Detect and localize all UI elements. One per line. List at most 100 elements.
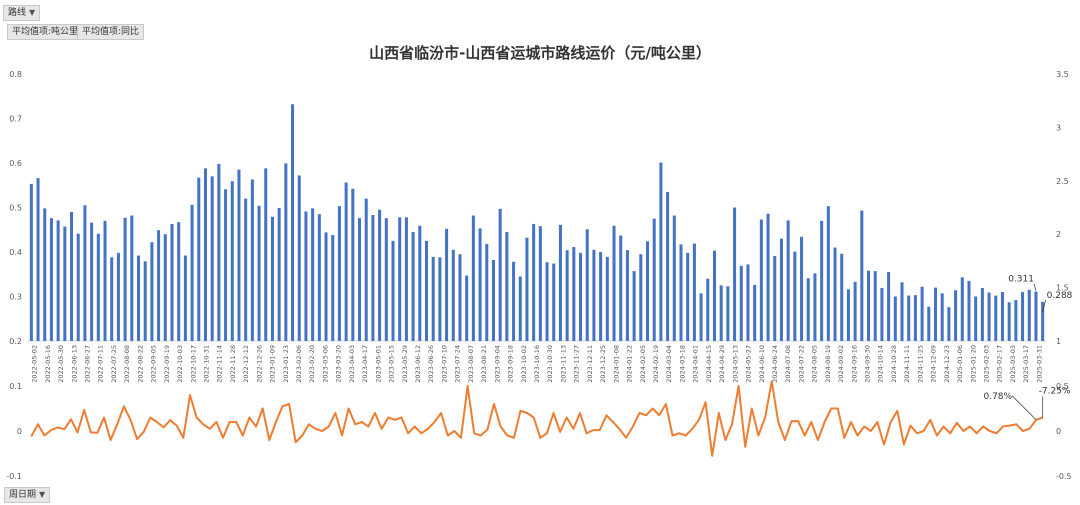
x-axis-tick-label: 2024-01-08 [612,345,620,383]
x-axis-tick-label: 2023-12-11 [586,345,594,383]
price-bar [759,219,763,341]
price-bar [36,178,40,341]
yoy-data-label-leader [1011,395,1037,420]
price-bar [244,198,248,341]
price-bar [190,204,194,341]
week-date-filter-chip[interactable]: 周日期 ▼ [4,487,51,503]
price-bar [1014,300,1018,341]
price-bar [900,282,904,341]
x-axis-tick-label: 2024-10-28 [890,345,898,383]
price-bar [143,261,147,341]
price-bar [592,249,596,341]
price-bar [1034,291,1038,341]
x-axis-tick-label: 2025-03-31 [1035,345,1043,383]
left-axis-tick-label: 0.4 [9,248,22,257]
price-bar [712,250,716,341]
x-axis-tick-label: 2023-02-06 [295,345,303,383]
price-bar [183,255,187,341]
right-axis-tick-label: 3 [1056,123,1061,132]
price-bar [706,278,710,341]
right-axis-tick-label: 1 [1056,337,1061,346]
x-axis-tick-label: 2022-10-03 [176,345,184,383]
x-axis-tick-label: 2024-03-04 [665,345,673,383]
right-axis-tick-label: 3.5 [1056,70,1069,79]
price-bar [83,205,87,341]
price-bar [311,208,315,341]
price-bar [907,295,911,341]
x-axis-tick-label: 2023-09-04 [493,345,501,383]
price-bar [331,235,335,341]
price-bar [103,220,107,341]
price-bar [96,233,100,341]
x-axis-tick-label: 2025-01-20 [969,345,977,383]
price-data-label-leader [1033,283,1037,291]
price-bar [210,176,214,341]
left-axis-tick-label: 0.7 [9,115,22,124]
x-axis-tick-label: 2022-06-13 [70,345,78,383]
price-bar [217,163,221,341]
price-bar [599,252,603,341]
x-axis-tick-label: 2022-07-25 [110,345,118,383]
x-axis-tick-label: 2022-09-19 [163,345,171,383]
price-bar [116,252,120,341]
price-bar [793,251,797,341]
x-axis-tick-label: 2022-08-22 [136,345,144,383]
x-axis-tick-label: 2022-09-05 [150,345,158,383]
price-bar [317,214,321,341]
price-bar [485,243,489,341]
left-axis-tick-label: 0.2 [9,337,22,346]
left-axis-tick-label: 0.3 [9,293,22,302]
price-bar [378,209,382,341]
price-bar [43,208,47,341]
price-data-label-leader [1042,299,1046,312]
price-bar [498,208,502,341]
price-bar [110,257,114,341]
price-bar [545,262,549,341]
price-bar [579,252,583,341]
yoy-data-label: -7.25% [1039,387,1071,397]
price-bar [947,307,951,341]
filter-dropdown-icon[interactable]: ▼ [39,490,46,499]
x-axis-tick-label: 2022-10-31 [202,345,210,383]
price-bar [826,206,830,341]
price-bar [632,271,636,341]
price-bar [800,236,804,341]
x-axis-tick-label: 2024-06-24 [771,345,779,383]
x-axis-tick-label: 2023-09-18 [507,345,515,383]
left-axis-tick-label: 0.5 [9,204,22,213]
price-bar [927,306,931,341]
avg-yoy-field-chip[interactable]: 平均值项:同比 [77,24,145,40]
x-axis-tick-label: 2023-05-01 [374,345,382,383]
x-axis-tick-label: 2024-11-11 [903,345,911,383]
x-axis-tick-label: 2022-05-16 [44,345,52,383]
yoy-right-axis-tick-label: 0 [1056,427,1061,436]
route-filter-chip[interactable]: 路线 ▼ [3,5,41,21]
right-axis-tick-label: 2.5 [1056,177,1069,186]
price-bar [63,226,67,341]
x-axis-tick-label: 2023-11-13 [559,345,567,383]
filter-dropdown-icon[interactable]: ▼ [29,8,36,17]
price-bar [270,216,274,341]
x-axis-tick-label: 2024-07-22 [797,345,805,383]
yoy-left-axis-tick-label: 0 [17,427,22,436]
price-bar [337,206,341,341]
price-bar [980,288,984,341]
x-axis-tick-label: 2024-01-22 [626,345,634,383]
yoy-left-axis-tick-label: -0.1 [6,472,22,481]
price-bar [257,205,261,341]
price-bar [960,277,964,341]
x-axis-tick-label: 2024-12-09 [930,345,938,383]
price-bar [304,211,308,341]
x-axis-tick-label: 2024-11-25 [916,345,924,383]
price-bar [940,293,944,341]
price-bar [645,241,650,341]
left-axis-tick-label: 0.8 [9,70,22,79]
x-axis-tick-label: 2024-03-18 [678,345,686,383]
x-axis-tick-label: 2024-10-14 [877,345,885,383]
price-bar [56,220,60,341]
price-bar [746,264,750,341]
price-bar [974,296,978,341]
price-bar [163,234,167,341]
avg-ton-km-field-chip[interactable]: 平均值项:吨公里 [7,24,84,40]
price-bar [538,226,542,341]
